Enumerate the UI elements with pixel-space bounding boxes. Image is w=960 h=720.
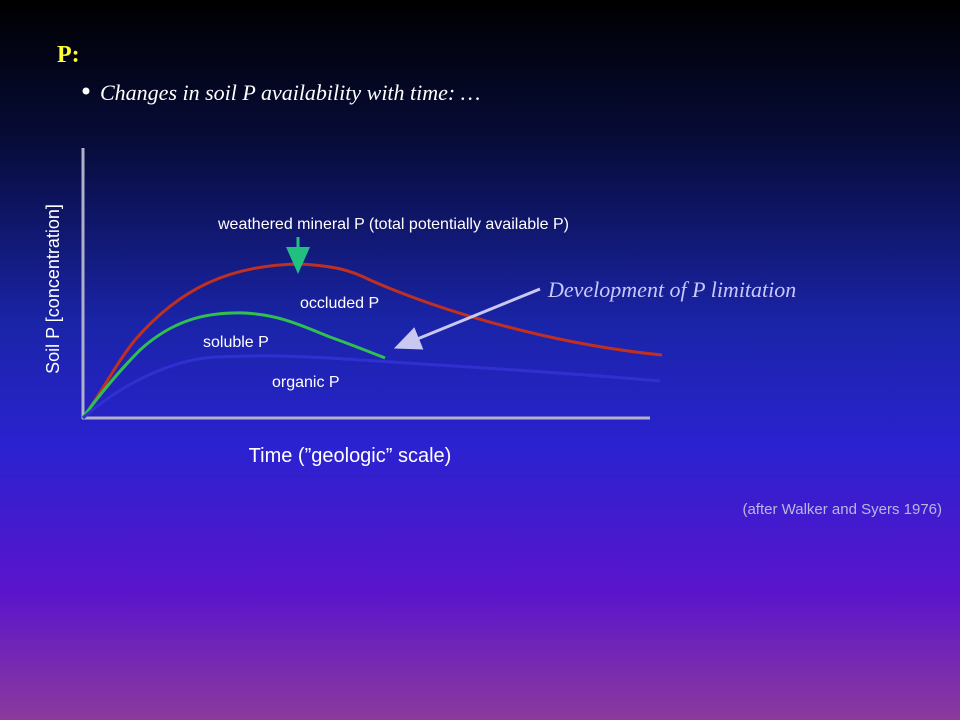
bullet-dot <box>82 87 90 95</box>
soluble-label: soluble P <box>203 334 269 351</box>
organic-curve <box>82 354 661 420</box>
soluble-curve <box>81 311 386 419</box>
weathered-label: weathered mineral P (total potentially a… <box>217 216 569 233</box>
bullet-text: Changes in soil P availability with time… <box>100 80 480 105</box>
slide-title: P: <box>57 42 80 68</box>
annotation: Development of P limitation <box>547 277 796 302</box>
occluded-label: occluded P <box>300 295 379 312</box>
limitation-arrow <box>393 287 541 350</box>
citation: (after Walker and Syers 1976) <box>742 501 942 518</box>
organic-label: organic P <box>272 374 340 391</box>
x-axis-label: Time (”geologic” scale) <box>249 445 452 467</box>
y-axis-label: Soil P [concentration] <box>43 204 63 374</box>
